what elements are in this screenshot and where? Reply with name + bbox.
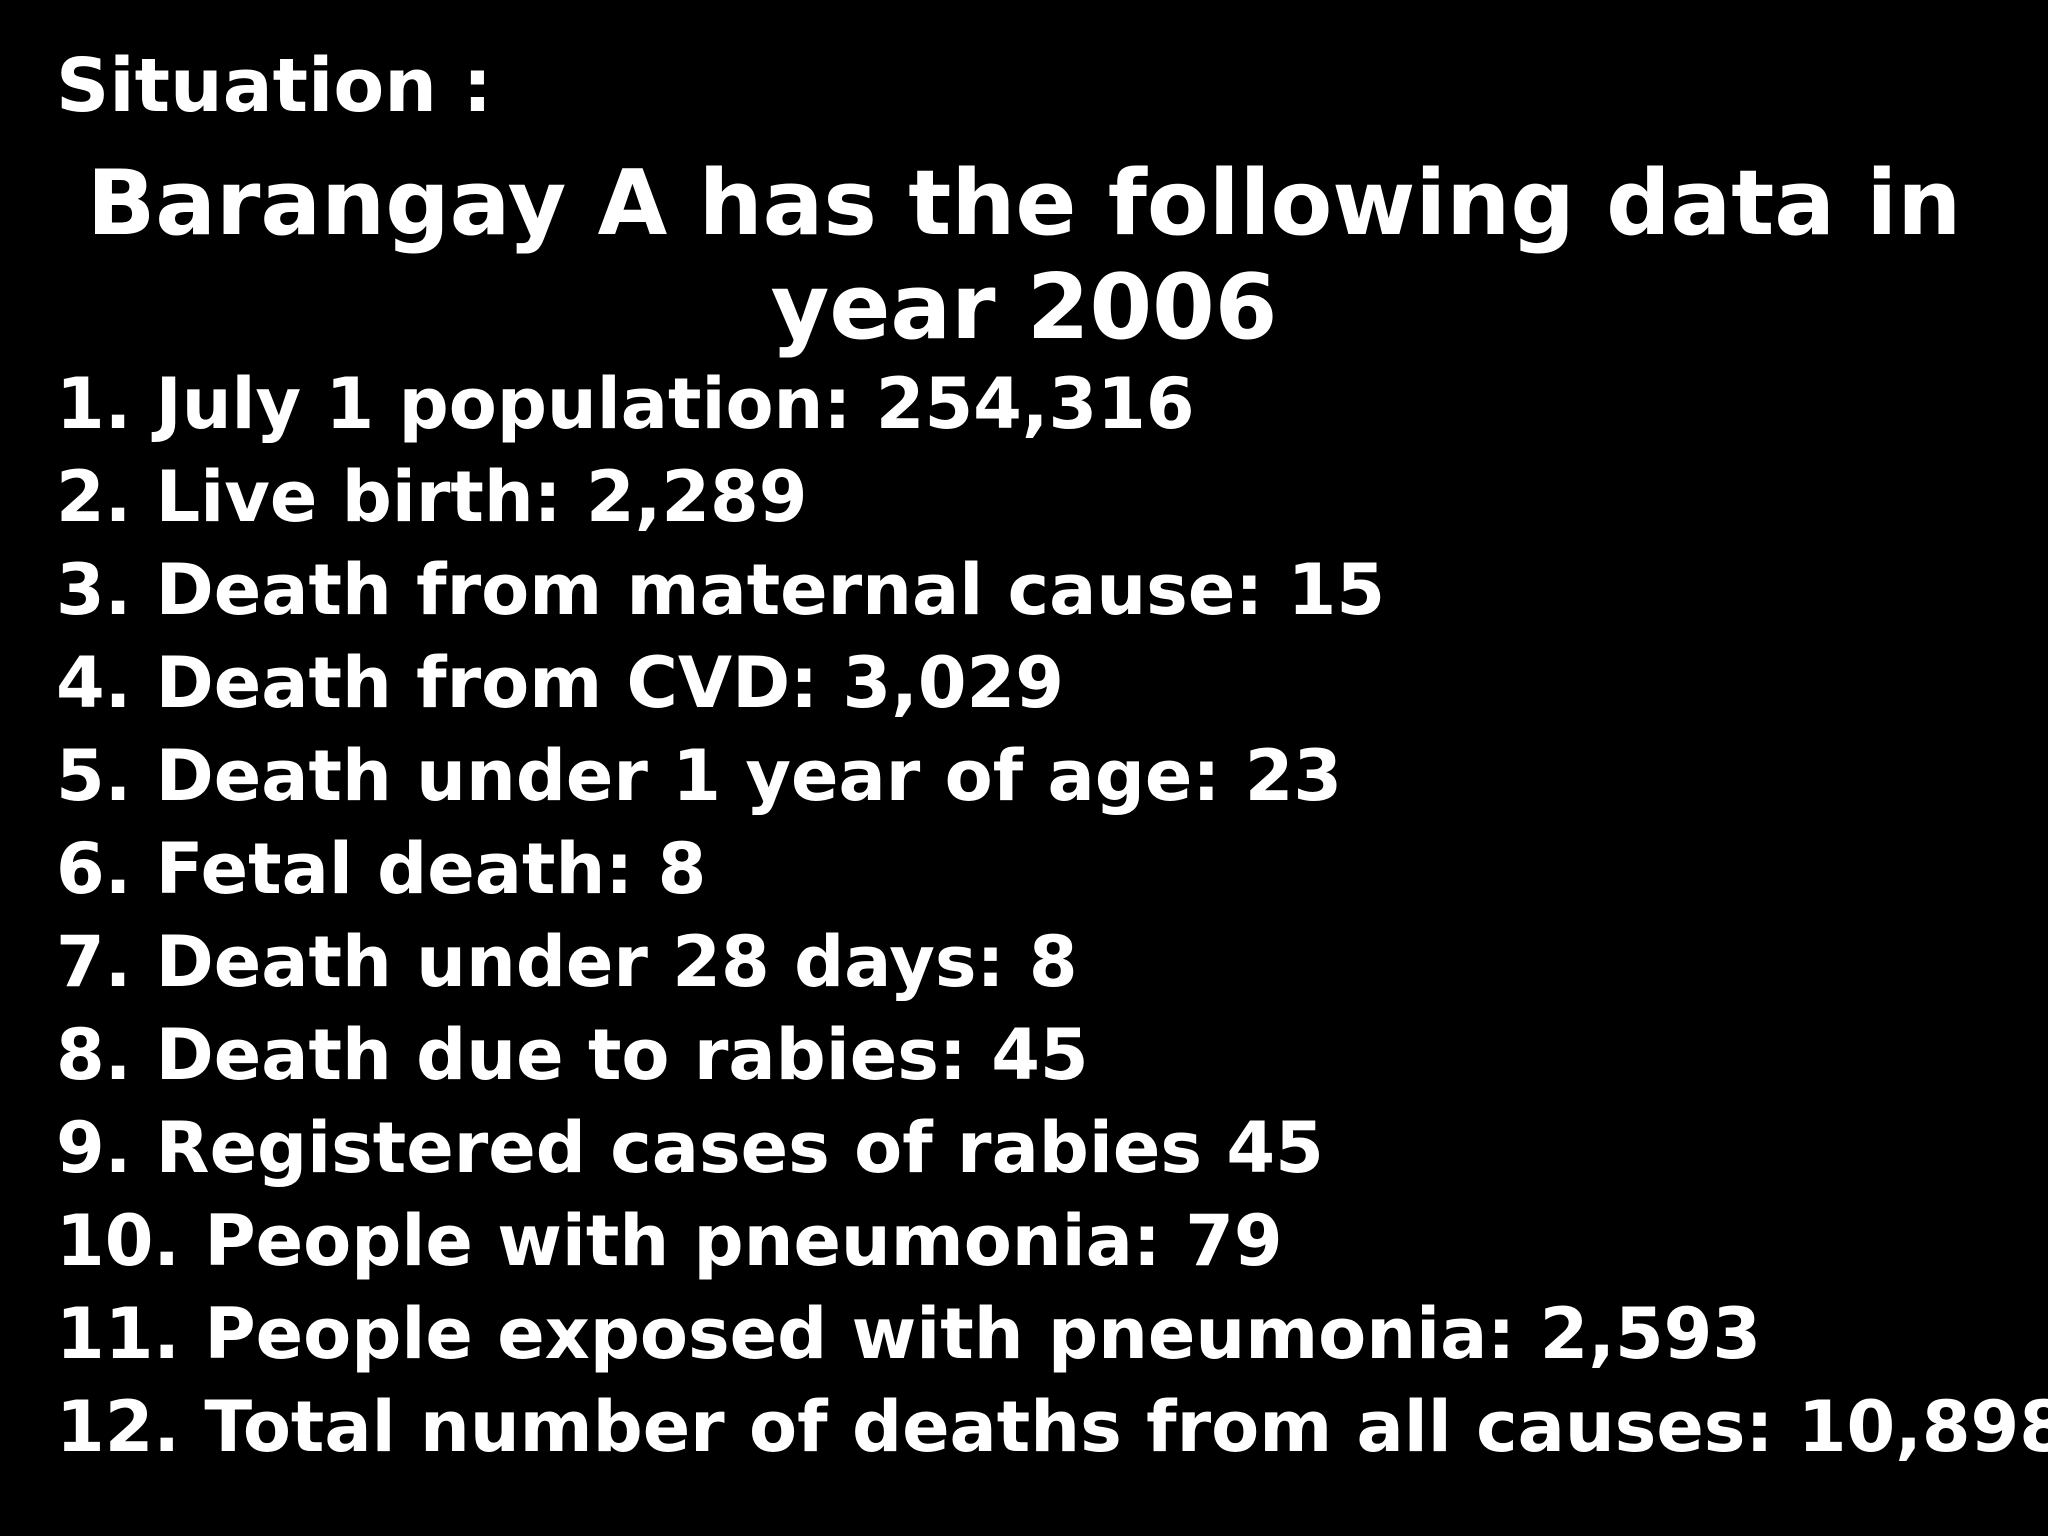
list-item: 11. People exposed with pneumonia: 2,593: [56, 1293, 1762, 1375]
list-item: 3. Death from maternal cause: 15: [56, 549, 1386, 631]
list-item: 6. Fetal death: 8: [56, 828, 707, 910]
data-list: 1. July 1 population: 254,316 2. Live bi…: [56, 358, 2048, 1474]
list-item: 7. Death under 28 days: 8: [56, 921, 1078, 1003]
slide-heading: Situation :: [56, 43, 493, 129]
list-item: 1. July 1 population: 254,316: [56, 363, 1195, 445]
subtitle-line-1: Barangay A has the following data in: [86, 151, 1962, 256]
list-item: 10. People with pneumonia: 79: [56, 1200, 1283, 1282]
slide-subtitle: Barangay A has the following data in yea…: [0, 152, 2048, 360]
list-item: 4. Death from CVD: 3,029: [56, 642, 1064, 724]
list-item: 12. Total number of deaths from all caus…: [56, 1386, 2048, 1468]
list-item: 9. Registered cases of rabies 45: [56, 1107, 1324, 1189]
subtitle-line-2: year 2006: [770, 255, 1278, 360]
list-item: 2. Live birth: 2,289: [56, 456, 808, 538]
list-item: 8. Death due to rabies: 45: [56, 1014, 1089, 1096]
list-item: 5. Death under 1 year of age: 23: [56, 735, 1343, 817]
